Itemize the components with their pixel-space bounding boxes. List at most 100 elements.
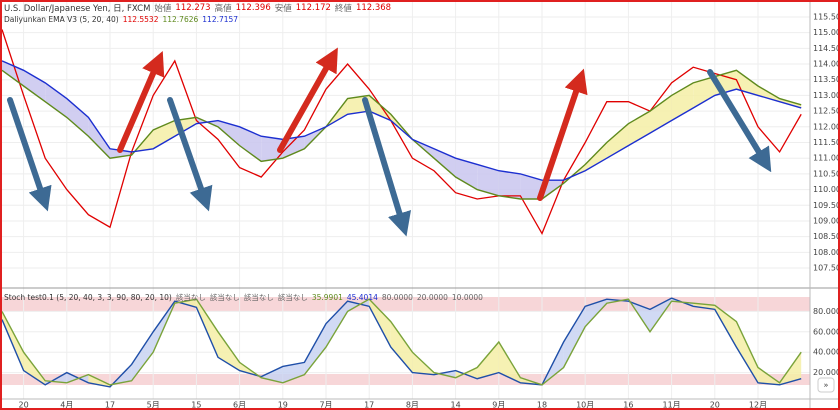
y-tick-label: 107.500 xyxy=(813,264,840,273)
y-tick-label: 114.000 xyxy=(813,60,840,69)
open-label: 始値 xyxy=(154,4,172,14)
x-tick-label: 7月 xyxy=(319,401,332,410)
band-fill xyxy=(218,331,240,371)
band-fill xyxy=(455,158,478,190)
y-tick-label: 115.000 xyxy=(813,28,840,37)
band-fill xyxy=(693,76,715,108)
up-arrow xyxy=(277,47,338,153)
annotation-arrows xyxy=(7,47,772,237)
band-fill xyxy=(282,362,305,383)
band-fill xyxy=(477,342,499,379)
symbol-header: U.S. Dollar/Japanese Yen, 日, FXCM 始値 112.… xyxy=(4,2,391,14)
open-value: 112.273 xyxy=(175,3,211,13)
indicator-value: 10.0000 xyxy=(451,293,483,302)
indicator-value: 35.9901 xyxy=(311,293,343,302)
scroll-icon: » xyxy=(824,381,829,390)
x-tick-label: 5月 xyxy=(147,401,160,410)
series-line xyxy=(1,29,802,236)
band-fill xyxy=(326,301,348,348)
band-fill xyxy=(66,98,89,137)
band-fill xyxy=(2,311,24,371)
indicator-note: 該当なし xyxy=(243,293,274,302)
x-tick-label: 17 xyxy=(364,401,374,410)
y-tick-label: 109.500 xyxy=(813,201,840,210)
band-fill xyxy=(477,164,499,196)
y-tick-label: 20.0000 xyxy=(813,368,840,377)
x-tick-label: 11月 xyxy=(663,401,681,410)
indicator-title: Stoch test0.1 (5, 20, 40, 3, 3, 90, 80, … xyxy=(4,293,172,302)
band-fill xyxy=(628,111,650,146)
band-fill xyxy=(369,299,391,348)
y-tick-label: 111.500 xyxy=(813,138,840,147)
y-tick-label: 60.0000 xyxy=(813,327,840,336)
y-tick-label: 115.500 xyxy=(813,12,840,21)
scroll-button[interactable] xyxy=(817,377,835,393)
x-tick-label: 15 xyxy=(191,401,201,410)
symbol: U.S. Dollar/Japanese Yen, 日, FXCM xyxy=(4,4,151,14)
band-fill xyxy=(606,123,629,159)
y-tick-label: 110.000 xyxy=(813,185,840,194)
low-value: 112.172 xyxy=(295,3,331,13)
series-line xyxy=(1,298,802,386)
y-tick-label: 111.000 xyxy=(813,154,840,163)
band-fill xyxy=(434,148,456,178)
x-tick-label: 19 xyxy=(278,401,288,410)
low-label: 安値 xyxy=(274,4,292,14)
band-fill xyxy=(693,303,715,310)
stoch-header: Stoch test0.1 (5, 20, 40, 3, 3, 90, 80, … xyxy=(4,292,483,303)
close-value: 112.368 xyxy=(355,3,392,13)
y-tick-label: 108.000 xyxy=(813,248,840,257)
down-arrow xyxy=(7,97,52,212)
indicator-note: 該当なし xyxy=(175,293,206,302)
up-arrow xyxy=(117,50,165,153)
x-tick-label: 20 xyxy=(19,401,29,410)
indicator-value: 112.7157 xyxy=(202,15,239,24)
indicator-title: Daliyunkan EMA V3 (5, 20, 40) xyxy=(4,15,119,24)
down-arrow xyxy=(167,97,213,212)
x-tick-label: 14 xyxy=(451,401,461,410)
up-arrow xyxy=(537,68,588,201)
y-tick-label: 112.500 xyxy=(813,107,840,116)
oversold-band xyxy=(0,374,810,385)
band-fill xyxy=(218,120,240,146)
band-fill xyxy=(736,70,758,96)
y-tick-label: 108.500 xyxy=(813,232,840,241)
band-fill xyxy=(390,321,413,373)
band-fill xyxy=(196,299,218,358)
band-fill xyxy=(282,136,305,159)
indicator-value: 45.4014 xyxy=(346,293,378,302)
band-fill xyxy=(45,82,67,118)
band-fill xyxy=(131,331,154,381)
indicator-value: 20.0000 xyxy=(416,293,448,302)
x-tick-label: 20 xyxy=(710,401,720,410)
indicator-value: 80.0000 xyxy=(381,293,413,302)
ema-header: Daliyunkan EMA V3 (5, 20, 40) 112.5532 1… xyxy=(4,15,238,24)
band-fill xyxy=(520,173,542,199)
band-fill xyxy=(585,142,607,171)
band-fill xyxy=(779,98,802,108)
y-tick-label: 113.000 xyxy=(813,91,840,100)
y-tick-label: 113.500 xyxy=(813,75,840,84)
band-fill xyxy=(736,321,758,383)
y-tick-label: 40.0000 xyxy=(813,348,840,357)
y-tick-label: 112.000 xyxy=(813,122,840,131)
band-fill xyxy=(239,126,262,162)
x-tick-label: 17 xyxy=(105,401,115,410)
down-arrow xyxy=(362,97,411,237)
x-tick-label: 8月 xyxy=(406,401,419,410)
band-fill xyxy=(369,95,391,121)
x-tick-label: 16 xyxy=(623,401,633,410)
indicator-note: 該当なし xyxy=(277,293,308,302)
high-label: 高値 xyxy=(214,4,232,14)
x-tick-label: 6月 xyxy=(233,401,246,410)
x-tick-label: 4月 xyxy=(60,401,73,410)
x-tick-label: 18 xyxy=(537,401,547,410)
band-fill xyxy=(261,136,283,162)
high-value: 112.396 xyxy=(235,3,271,13)
indicator-value: 112.7626 xyxy=(162,15,199,24)
x-tick-label: 10月 xyxy=(576,401,594,410)
band-fill xyxy=(88,117,110,159)
